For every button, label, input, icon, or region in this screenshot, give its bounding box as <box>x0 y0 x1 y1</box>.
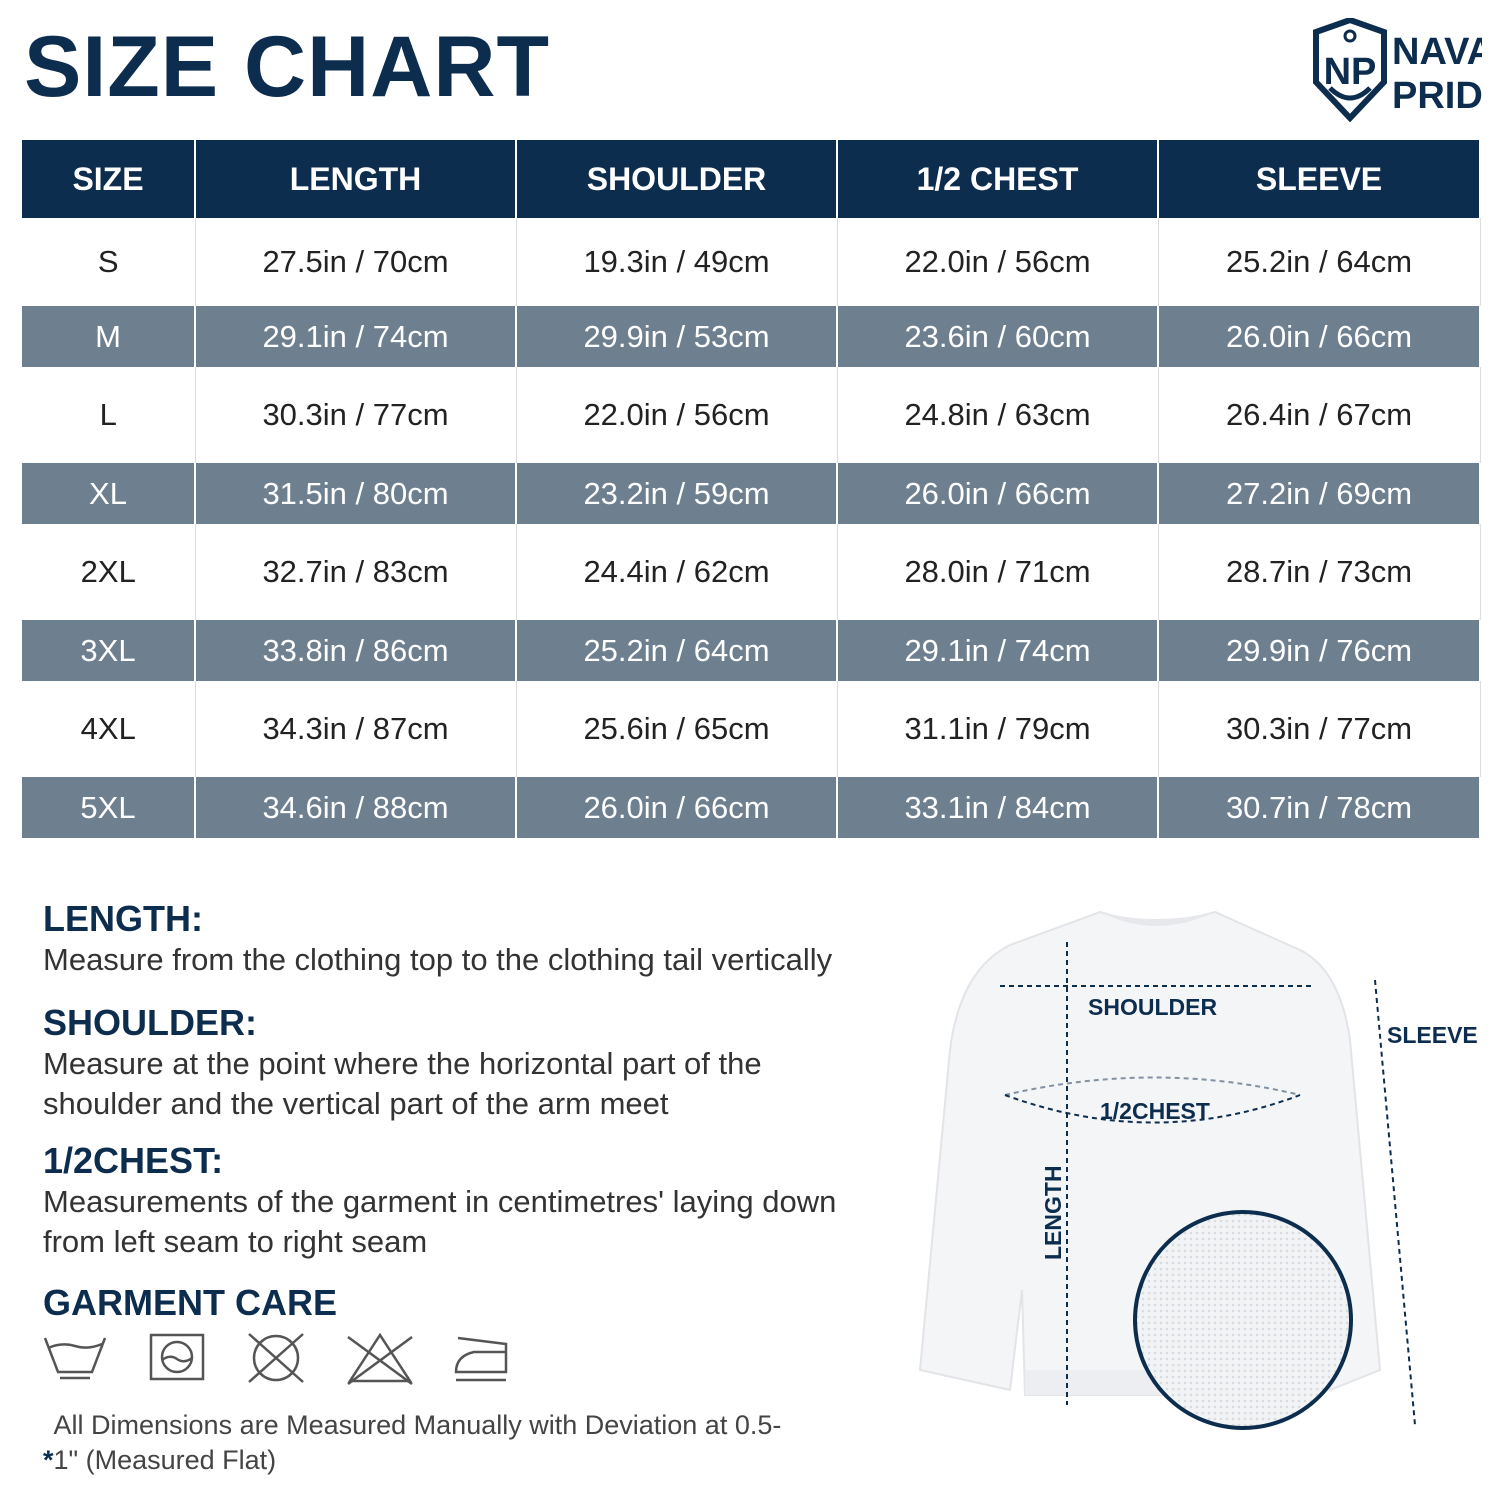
fabric-closeup <box>1133 1210 1353 1430</box>
guide-chest: 1/2CHEST: Measurements of the garment in… <box>43 1140 883 1262</box>
measurement-cell: 29.1in / 74cm <box>195 306 517 367</box>
measurement-cell: 28.7in / 73cm <box>1158 524 1481 620</box>
measurement-cell: 26.0in / 66cm <box>837 463 1159 524</box>
measurement-cell: 25.2in / 64cm <box>516 620 838 681</box>
measurement-cell: 29.1in / 74cm <box>837 620 1159 681</box>
measurement-cell: 30.3in / 77cm <box>1158 681 1481 777</box>
measurement-cell: 32.7in / 83cm <box>195 524 517 620</box>
measurement-cell: 27.5in / 70cm <box>195 218 517 306</box>
do-not-dryclean-icon <box>248 1333 304 1383</box>
measurement-cell: 22.0in / 56cm <box>516 367 838 463</box>
size-table: SIZE LENGTH SHOULDER 1/2 CHEST SLEEVE S 27.5i… <box>22 140 1481 838</box>
measurement-cell: 31.1in / 79cm <box>837 681 1159 777</box>
measurement-cell: 34.6in / 88cm <box>195 777 517 838</box>
hand-wash-icon <box>43 1337 107 1380</box>
care-section: GARMENT CARE <box>43 1282 337 1324</box>
table-row: S 27.5in / 70cm 19.3in / 49cm 22.0in / 56cm… <box>22 218 1481 306</box>
table-row: M 29.1in / 74cm 29.9in / 53cm 23.6in / 60cm… <box>22 306 1481 367</box>
measurement-cell: 30.3in / 77cm <box>195 367 517 463</box>
measurement-cell: 19.3in / 49cm <box>516 218 838 306</box>
iron-icon <box>454 1336 508 1382</box>
measurement-cell: 29.9in / 53cm <box>516 306 838 367</box>
measurement-cell: 26.0in / 66cm <box>1158 306 1481 367</box>
guide-heading: 1/2CHEST: <box>43 1140 224 1181</box>
measurement-cell: 26.0in / 66cm <box>516 777 838 838</box>
asterisk: * <box>43 1445 54 1475</box>
table-row: 5XL 34.6in / 88cm 26.0in / 66cm 33.1in / 84… <box>22 777 1481 838</box>
guide-heading: LENGTH: <box>43 898 203 939</box>
do-not-bleach-icon <box>347 1332 413 1386</box>
table-row: L 30.3in / 77cm 22.0in / 56cm 24.8in / 63cm… <box>22 367 1481 463</box>
measurement-cell: 23.2in / 59cm <box>516 463 838 524</box>
label-shoulder: SHOULDER <box>1088 994 1218 1020</box>
brand-logo: NP NAVAL PRIDE <box>1312 16 1500 123</box>
column-header: LENGTH <box>195 140 517 218</box>
measurement-cell: 25.2in / 64cm <box>1158 218 1481 306</box>
size-cell: XL <box>22 463 196 524</box>
measurement-cell: 23.6in / 60cm <box>837 306 1159 367</box>
measurement-cell: 27.2in / 69cm <box>1158 463 1481 524</box>
measurement-cell: 33.8in / 86cm <box>195 620 517 681</box>
guide-text: Measurements of the garment in centimetr… <box>43 1184 837 1259</box>
measurement-cell: 24.8in / 63cm <box>837 367 1159 463</box>
column-header: SIZE <box>22 140 196 218</box>
note-text: All Dimensions are Measured Manually wit… <box>53 1410 782 1475</box>
size-cell: 4XL <box>22 681 196 777</box>
guide-length: LENGTH: Measure from the clothing top to… <box>43 898 832 980</box>
table-row: 4XL 34.3in / 87cm 25.6in / 65cm 31.1in / 79… <box>22 681 1481 777</box>
measurement-cell: 24.4in / 62cm <box>516 524 838 620</box>
column-header: 1/2 CHEST <box>837 140 1159 218</box>
guide-heading: SHOULDER: <box>43 1002 257 1043</box>
tumble-dry-icon <box>149 1333 205 1381</box>
svg-text:PRIDE: PRIDE <box>1392 75 1482 117</box>
measurement-cell: 31.5in / 80cm <box>195 463 517 524</box>
size-cell: L <box>22 367 196 463</box>
size-cell: 3XL <box>22 620 196 681</box>
size-cell: 2XL <box>22 524 196 620</box>
measurement-cell: 29.9in / 76cm <box>1158 620 1481 681</box>
table-row: 2XL 32.7in / 83cm 24.4in / 62cm 28.0in / 71… <box>22 524 1481 620</box>
guide-text: Measure from the clothing top to the clo… <box>43 942 833 977</box>
measurement-cell: 22.0in / 56cm <box>837 218 1159 306</box>
column-header: SHOULDER <box>516 140 838 218</box>
label-length: LENGTH <box>1040 1165 1066 1260</box>
care-heading: GARMENT CARE <box>43 1282 337 1323</box>
size-cell: M <box>22 306 196 367</box>
svg-text:NAVAL: NAVAL <box>1392 31 1482 73</box>
measurement-cell: 33.1in / 84cm <box>837 777 1159 838</box>
table-header-row: SIZE LENGTH SHOULDER 1/2 CHEST SLEEVE <box>22 140 1481 218</box>
label-chest: 1/2CHEST <box>1100 1098 1210 1124</box>
measurement-cell: 30.7in / 78cm <box>1158 777 1481 838</box>
care-icons <box>42 1332 550 1386</box>
measurement-cell: 25.6in / 65cm <box>516 681 838 777</box>
guide-text: Measure at the point where the horizonta… <box>43 1046 762 1121</box>
table-row: XL 31.5in / 80cm 23.2in / 59cm 26.0in / 66c… <box>22 463 1481 524</box>
guide-shoulder: SHOULDER: Measure at the point where the… <box>43 1002 883 1124</box>
table-row: 3XL 33.8in / 86cm 25.2in / 64cm 29.1in / 74… <box>22 620 1481 681</box>
sweater-illustration <box>918 910 1416 1430</box>
page-title: SIZE CHART <box>24 19 550 115</box>
label-sleeve: SLEEVE <box>1387 1022 1478 1048</box>
measurement-note: *All Dimensions are Measured Manually wi… <box>43 1408 794 1478</box>
measurement-cell: 34.3in / 87cm <box>195 681 517 777</box>
size-cell: S <box>22 218 196 306</box>
size-cell: 5XL <box>22 777 196 838</box>
shield-anchor-icon: NP NAVAL PRIDE <box>1313 16 1500 123</box>
column-header: SLEEVE <box>1158 140 1481 218</box>
sweater-diagram: SHOULDER 1/2CHEST SLEEVE LENGTH <box>900 900 1500 1440</box>
measurement-cell: 26.4in / 67cm <box>1158 367 1481 463</box>
svg-text:NP: NP <box>1324 51 1377 93</box>
measurement-cell: 28.0in / 71cm <box>837 524 1159 620</box>
